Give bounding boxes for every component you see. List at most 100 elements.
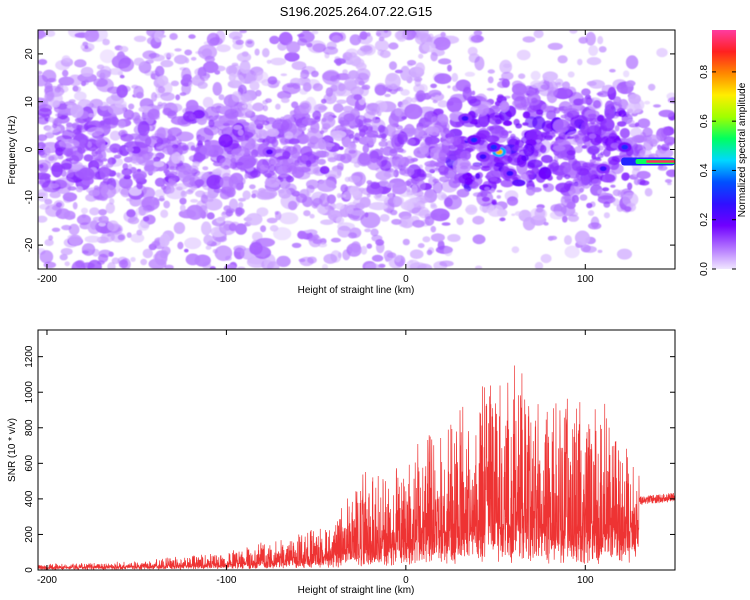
spectrogram-blob [489,105,501,114]
spectrogram-blob [564,245,580,259]
spectrogram-blob [236,52,252,62]
snr-series-line [38,365,675,570]
spectrogram-blob [547,80,559,97]
spectrogram-blob [186,204,204,220]
spectrogram-blob [417,243,425,249]
spectrogram-blob [514,211,523,217]
spectrogram-hotspot [599,166,607,172]
spectrogram-blob [224,108,239,120]
spectrogram-blob [390,209,398,216]
spectrogram-blob [244,134,250,141]
spectrogram-blob [358,187,366,192]
spectrogram-blob [155,65,165,77]
spectrogram-blob [587,113,597,118]
spectrogram-blob [242,190,251,200]
spectrogram-blob [279,212,299,225]
spectrogram-blob [206,191,218,198]
snr-ytick-label: 1000 [24,381,35,404]
spectrogram-blob [269,35,280,45]
spectrogram-blob [400,201,415,211]
spectrogram-blob [431,116,438,124]
spectrogram-blob [527,174,536,180]
spectrogram-blob [70,146,84,153]
spectrogram-blob [119,74,125,79]
spectrogram-blob [295,193,308,203]
spectrogram-blob [38,30,46,40]
spectrogram-blob [624,206,632,212]
spectrogram-blob [430,83,437,89]
spectrogram-blob [218,94,225,101]
spectrogram-blob [614,125,620,132]
spectrogram-blob [394,254,402,263]
spectrogram-blob [548,159,560,172]
spectrogram-blob [60,248,73,256]
spectrogram-blob [133,173,146,182]
spectrogram-blob [120,258,131,269]
spectrogram-blob [439,260,454,267]
spectrogram-blob [71,260,86,269]
spectrogram-blob [230,221,240,230]
spectrogram-blob [269,159,284,166]
spectrogram-blob [54,86,61,93]
spectrogram-blob [428,33,434,41]
spectrogram-blob [549,210,565,220]
spectrogram-blob [335,59,342,66]
spectrogram-blob [389,149,398,154]
spectrogram-blob [260,225,267,233]
spectrogram-blob [48,117,55,123]
spectrogram-blob [278,188,292,199]
spectrogram-blob [66,122,73,128]
spectrogram-blob [343,191,352,200]
spectrogram-blob [154,177,166,187]
spectrogram-blob [437,191,447,201]
spectrogram-blob [55,202,63,208]
spectrogram-blob [597,115,604,122]
spectrogram-blob [76,214,92,226]
spectrogram-blob [179,204,186,212]
spectrogram-blob [193,152,206,162]
spectrogram-blob [430,208,450,222]
spectrogram-blob [213,65,226,72]
spectrogram-blob [107,220,119,232]
spectrogram-blob [333,103,344,113]
spectrogram-blob [55,177,75,188]
spectrogram-blob [345,48,359,58]
spectrogram-blob [63,210,76,220]
spectrogram-blob [88,189,100,197]
spectrogram-blob [238,197,246,202]
spectrogram-blob [212,168,222,175]
spectrogram-blob [547,42,563,51]
spectrogram-blob [206,32,220,47]
spectrogram-blob [569,30,578,34]
spectrogram-blob [330,237,341,243]
spectrogram-blob [361,84,371,90]
spectrogram-blob [159,195,165,202]
spectrogram-blob [121,168,133,176]
spectrogram-blob [438,58,452,65]
spectrogram-blob [49,191,61,199]
spectrogram-blob [446,148,465,161]
spectrogram-blob [38,192,47,197]
spectrogram-blob [114,100,127,108]
spectrogram-blob [238,201,244,209]
spectrogram-blob [113,154,122,159]
spectrogram-blob [127,216,140,225]
spectrogram-blob [205,245,212,250]
spectrogram-blob [174,54,188,65]
spectrogram-blob [138,159,154,166]
spectrogram-blob [44,239,54,246]
spectrogram-blob [464,147,474,152]
spectrogram-blob [153,161,165,168]
spectrogram-blob [108,231,113,236]
spectrogram-blob [460,150,471,161]
spectrogram-blob [228,31,243,40]
spectrogram-blob [44,132,55,139]
spectrogram-blob [642,127,653,138]
spectrogram-blob [534,261,544,269]
spectrogram-blob [164,264,174,269]
spectrogram-blob [518,73,526,79]
spectrogram-blob [508,130,512,134]
spectrogram-blob [582,245,597,253]
spectrogram-blob [111,257,120,265]
